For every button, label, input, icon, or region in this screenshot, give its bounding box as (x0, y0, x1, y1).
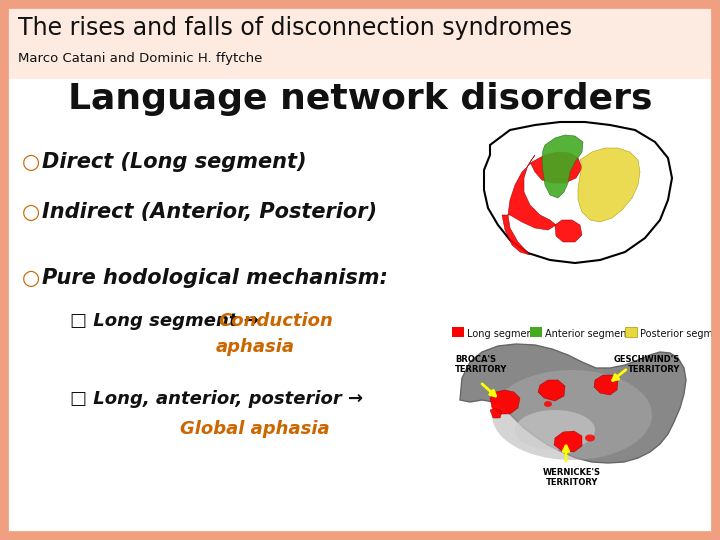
Text: ○: ○ (22, 202, 40, 222)
Polygon shape (555, 220, 582, 242)
Text: □ Long, anterior, posterior →: □ Long, anterior, posterior → (70, 390, 363, 408)
Text: BROCA'S
TERRITORY: BROCA'S TERRITORY (455, 355, 508, 374)
Bar (530, 327, 542, 337)
Polygon shape (538, 380, 565, 401)
Bar (625, 327, 637, 337)
Text: GESCHWIND'S
TERRITORY: GESCHWIND'S TERRITORY (613, 355, 680, 374)
Bar (452, 327, 464, 337)
Ellipse shape (492, 370, 652, 460)
Text: Posterior segment: Posterior segment (640, 329, 720, 339)
Polygon shape (594, 375, 618, 395)
Text: Global aphasia: Global aphasia (180, 420, 330, 438)
Text: The rises and falls of disconnection syndromes: The rises and falls of disconnection syn… (18, 16, 572, 40)
Polygon shape (484, 122, 672, 263)
Text: Pure hodological mechanism:: Pure hodological mechanism: (42, 268, 388, 288)
Text: ○: ○ (22, 268, 40, 288)
Text: WERNICKE'S
TERRITORY: WERNICKE'S TERRITORY (543, 468, 601, 488)
Text: Indirect (Anterior, Posterior): Indirect (Anterior, Posterior) (42, 202, 377, 222)
Text: ○: ○ (22, 152, 40, 172)
Ellipse shape (515, 410, 595, 450)
Polygon shape (460, 344, 686, 463)
Polygon shape (490, 408, 502, 418)
Text: Marco Catani and Dominic H. ffytche: Marco Catani and Dominic H. ffytche (18, 52, 262, 65)
Text: Conduction: Conduction (218, 312, 333, 330)
Text: aphasia: aphasia (215, 338, 294, 356)
Text: Long segment: Long segment (467, 329, 536, 339)
Polygon shape (554, 431, 582, 452)
Polygon shape (502, 152, 582, 255)
Bar (4, 4, 716, 79)
Polygon shape (542, 135, 583, 198)
Ellipse shape (544, 401, 552, 407)
Polygon shape (490, 390, 520, 414)
Text: □ Long segment →: □ Long segment → (70, 312, 265, 330)
Text: Language network disorders: Language network disorders (68, 82, 652, 116)
Ellipse shape (585, 435, 595, 442)
Text: Direct (Long segment): Direct (Long segment) (42, 152, 307, 172)
Polygon shape (578, 148, 640, 222)
Text: Anterior segment: Anterior segment (545, 329, 631, 339)
